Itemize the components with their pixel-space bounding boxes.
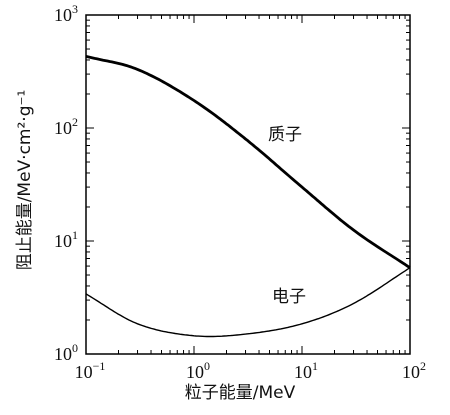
series-lines xyxy=(85,55,411,338)
tick-marks xyxy=(85,14,411,355)
series-line-electron xyxy=(85,267,411,338)
x-axis-label: 粒子能量/MeV xyxy=(185,383,296,403)
y-axis-label: 阻止能量/MeV·cm²·g⁻¹ xyxy=(15,90,35,271)
y-tick-label: 102 xyxy=(54,115,78,138)
y-tick-label: 101 xyxy=(54,228,78,251)
x-tick-label: 10−1 xyxy=(75,359,106,382)
x-tick-label: 101 xyxy=(294,359,318,382)
x-tick-label: 100 xyxy=(186,359,210,382)
series-label-proton: 质子 xyxy=(268,125,302,145)
series-label-electron: 电子 xyxy=(272,287,306,307)
plot-frame xyxy=(85,14,411,355)
y-tick-label: 100 xyxy=(54,341,78,364)
y-tick-label: 103 xyxy=(54,2,78,25)
x-tick-label: 102 xyxy=(402,359,426,382)
series-line-proton xyxy=(85,55,411,269)
